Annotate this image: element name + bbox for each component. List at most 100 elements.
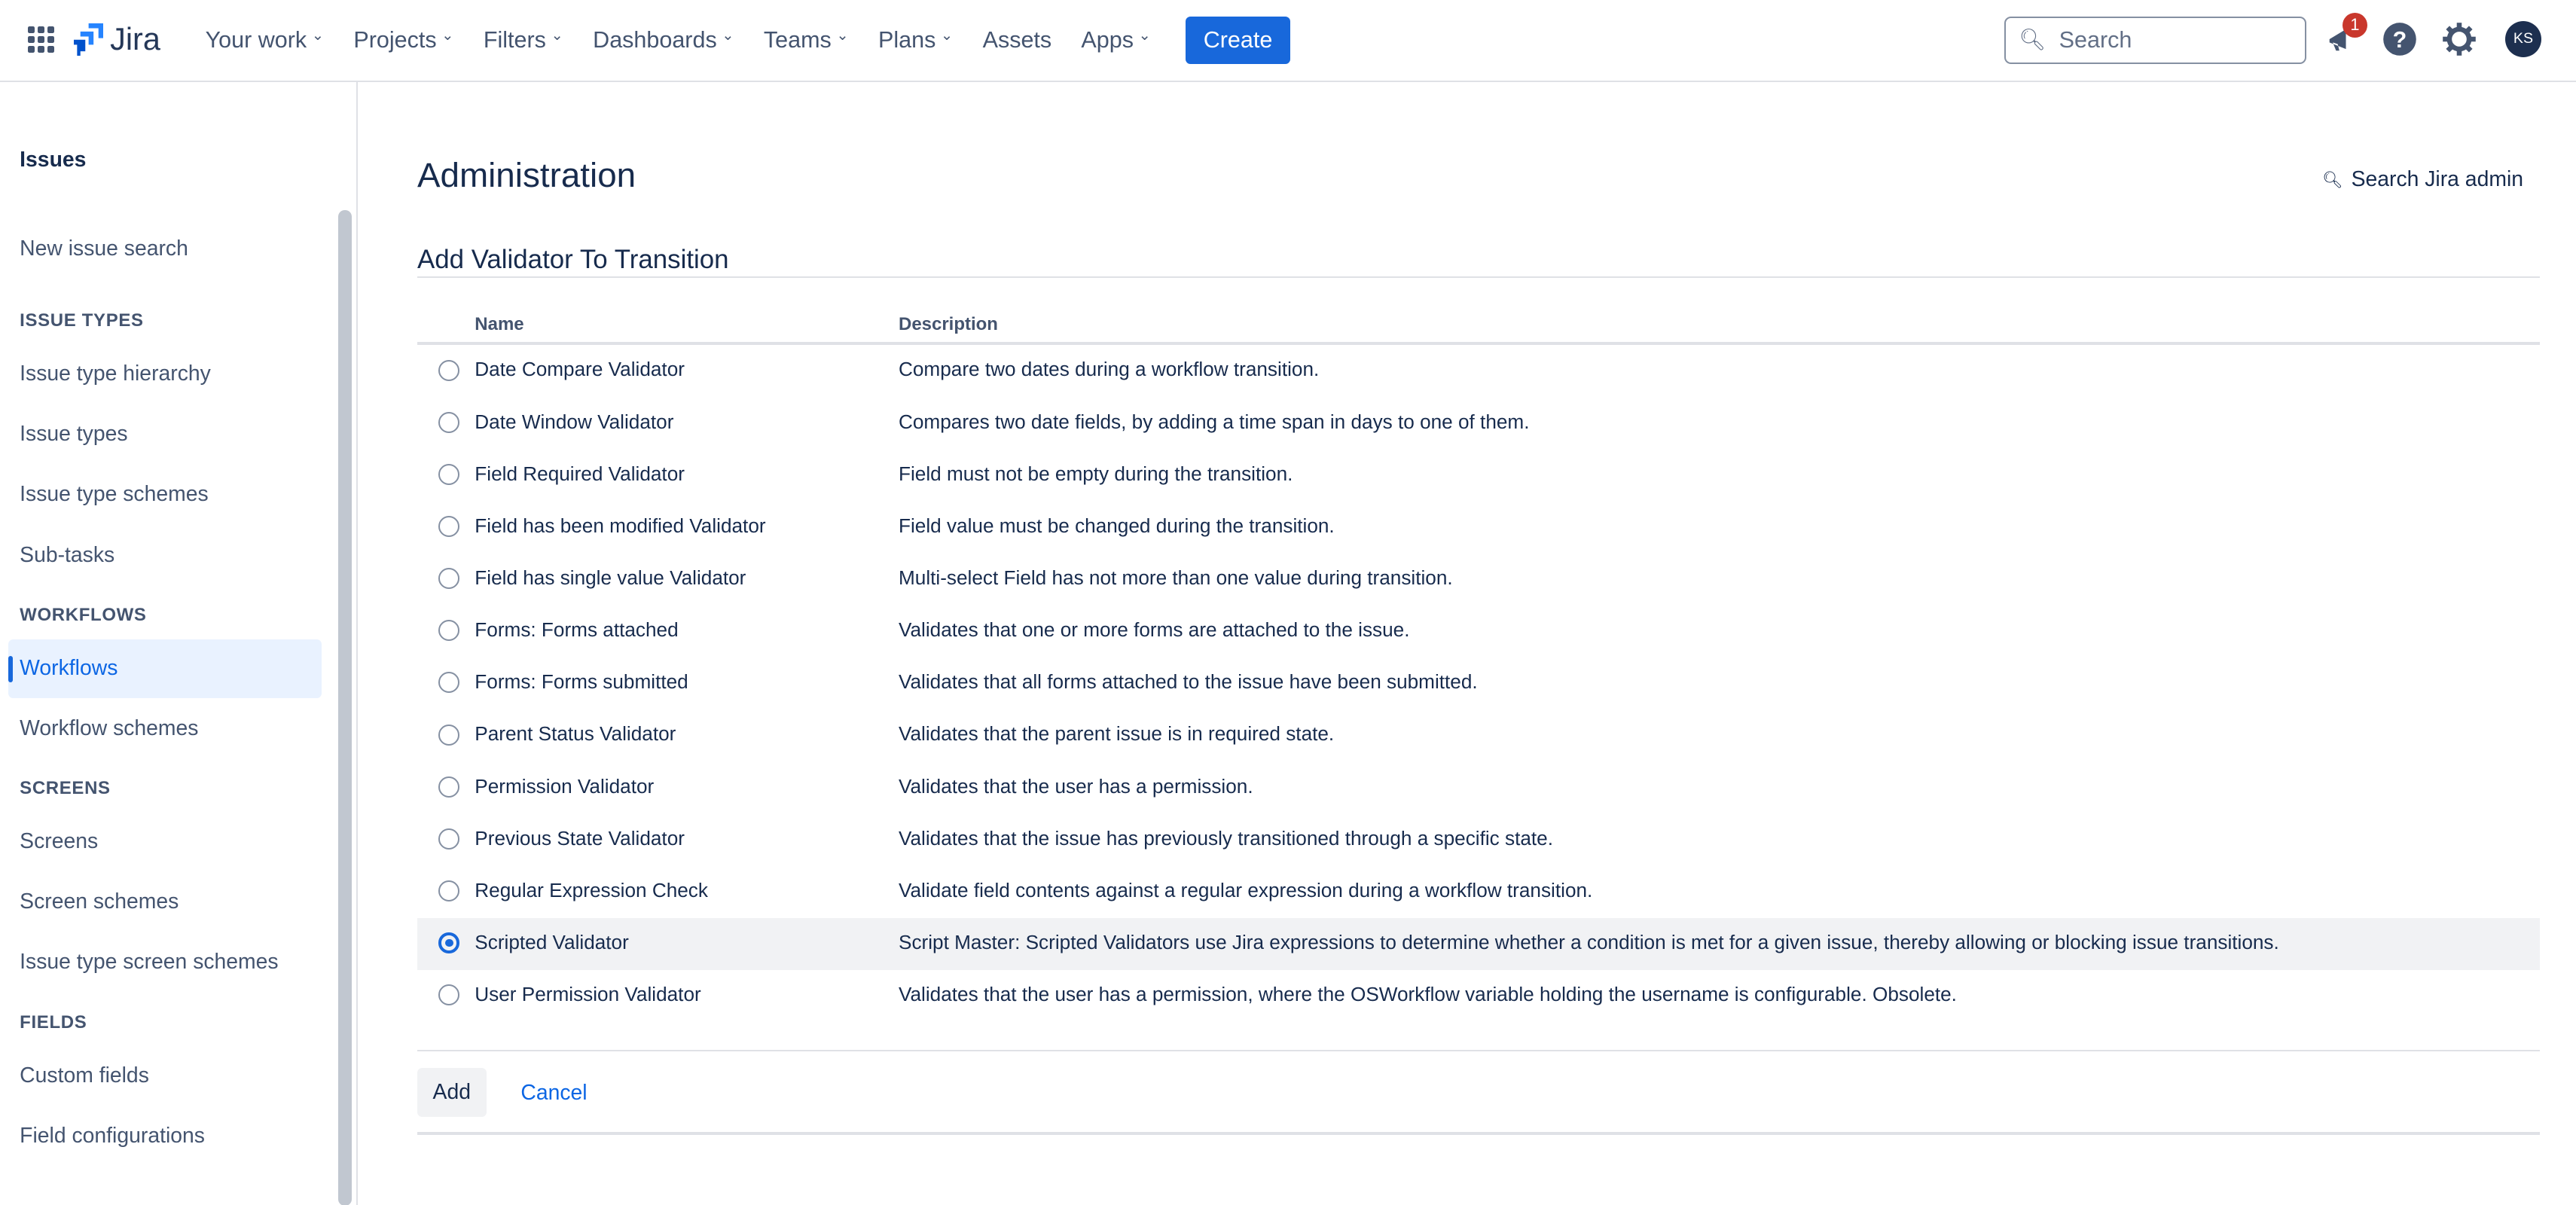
nav-label: Assets [982,26,1052,53]
settings-gear-icon[interactable] [2441,21,2477,57]
radio-button[interactable] [438,463,460,485]
search-placeholder: Search [2059,26,2132,53]
sidebar-item-issue-type-hierarchy[interactable]: Issue type hierarchy [20,361,211,386]
sidebar-scrollbar[interactable] [338,210,352,1205]
sidebar-section-title: ISSUE TYPES [20,310,144,331]
sidebar-section-title: WORKFLOWS [20,605,147,626]
validator-name: Scripted Validator [475,930,629,953]
table-row[interactable]: Scripted Validator Script Master: Scripte… [417,917,2540,970]
nav-your-work[interactable]: Your work ⌄ [206,27,325,53]
nav-assets[interactable]: Assets [983,27,1052,53]
add-button[interactable]: Add [417,1067,487,1118]
nav-label: Projects [353,26,437,53]
radio-button[interactable] [438,724,460,746]
table-row[interactable]: Date Window Validator Compares two date f… [417,397,2540,449]
jira-logo[interactable]: Jira [74,21,160,57]
sidebar-item-workflows[interactable]: Workflows [20,655,118,680]
sidebar: Issues New issue search ISSUE TYPES Issue… [0,82,359,1205]
nav-teams[interactable]: Teams ⌄ [764,27,849,53]
table-row[interactable]: Field has single value Validator Multi-se… [417,554,2540,606]
column-header-description: Description [899,313,998,334]
header-divider [417,341,2540,345]
radio-button[interactable] [438,516,460,538]
validator-name: Permission Validator [475,774,655,798]
nav-label: Your work [205,26,307,53]
validator-description: Field value must be changed during the t… [899,514,1335,537]
notifications-megaphone-icon[interactable] [2323,21,2359,57]
nav-label: Plans [878,26,936,53]
validator-description: Multi-select Field has not more than one… [899,566,1453,589]
table-row[interactable]: Permission Validator Validates that the u… [417,761,2540,813]
user-avatar[interactable]: KS [2505,21,2541,58]
jira-logo-icon [74,23,104,56]
top-navigation: Jira Your work ⌄ Projects ⌄ Filters ⌄ Dashboar… [0,0,2576,82]
sidebar-section-title: SCREENS [20,778,111,799]
search-jira-admin-link[interactable]: 🔍︎ Search Jira admin [2322,167,2523,192]
svg-text:?: ? [2393,27,2407,53]
validator-name: Forms: Forms attached [475,618,679,642]
radio-button[interactable] [438,880,460,901]
validator-name: Parent Status Validator [475,722,676,746]
chevron-down-icon: ⌄ [940,26,954,44]
search-input[interactable]: 🔍︎ Search [2004,16,2306,64]
product-name: Jira [110,21,160,57]
column-header-name: Name [475,313,524,334]
validator-name: Date Compare Validator [475,358,685,381]
radio-button[interactable] [438,672,460,694]
radio-button[interactable] [438,776,460,798]
sidebar-item-field-configurations[interactable]: Field configurations [20,1123,205,1148]
table-row[interactable]: Forms: Forms submitted Validates that all… [417,657,2540,709]
radio-button[interactable] [438,359,460,381]
sidebar-item-issue-type-screen-schemes[interactable]: Issue type screen schemes [20,950,279,975]
notification-badge: 1 [2343,13,2367,38]
cancel-link[interactable]: Cancel [520,1081,588,1106]
divider [417,1049,2540,1051]
radio-button[interactable] [438,620,460,642]
chevron-down-icon: ⌄ [311,26,325,44]
search-jira-admin-label: Search Jira admin [2351,167,2524,192]
help-icon[interactable]: ? [2382,21,2418,57]
validator-description: Validates that the user has a permission… [899,983,1957,1006]
nav-apps[interactable]: Apps ⌄ [1081,27,1151,53]
radio-button[interactable] [438,984,460,1006]
chevron-down-icon: ⌄ [1138,26,1151,44]
nav-label: Dashboards [593,26,717,53]
sidebar-heading: Issues [20,148,87,172]
nav-label: Teams [763,26,832,53]
table-row[interactable]: Parent Status Validator Validates that th… [417,709,2540,761]
sidebar-item-custom-fields[interactable]: Custom fields [20,1063,149,1088]
sidebar-item-issue-types[interactable]: Issue types [20,422,128,447]
validator-name: Field Required Validator [475,462,685,485]
table-row[interactable]: Regular Expression Check Validate field c… [417,865,2540,917]
table-row[interactable]: Date Compare Validator Compare two dates … [417,345,2540,397]
sidebar-item-workflow-schemes[interactable]: Workflow schemes [20,715,199,740]
radio-button[interactable] [438,828,460,850]
page-title: Administration [417,156,636,195]
table-row[interactable]: Previous State Validator Validates that t… [417,813,2540,865]
radio-button[interactable] [438,932,459,953]
radio-button[interactable] [438,411,460,433]
sidebar-item-screen-schemes[interactable]: Screen schemes [20,889,179,914]
sidebar-item-sub-tasks[interactable]: Sub-tasks [20,542,115,567]
chevron-down-icon: ⌄ [836,26,849,44]
nav-dashboards[interactable]: Dashboards ⌄ [593,27,734,53]
nav-projects[interactable]: Projects ⌄ [353,27,453,53]
table-row[interactable]: Field has been modified Validator Field v… [417,501,2540,553]
validator-description: Validates that the user has a permission… [899,774,1253,798]
create-button[interactable]: Create [1185,16,1291,65]
table-row[interactable]: User Permission Validator Validates that … [417,970,2540,1022]
validator-description: Validates that all forms attached to the… [899,670,1478,694]
table-row[interactable]: Field Required Validator Field must not b… [417,449,2540,501]
sidebar-item-screens[interactable]: Screens [20,828,99,853]
validator-name: Regular Expression Check [475,878,708,901]
app-switcher-icon[interactable] [28,26,54,53]
sidebar-item-issue-type-schemes[interactable]: Issue type schemes [20,482,209,507]
table-row[interactable]: Forms: Forms attached Validates that one … [417,606,2540,657]
validator-description: Validates that the issue has previously … [899,826,1553,850]
radio-button[interactable] [438,568,460,590]
validator-name: User Permission Validator [475,983,701,1006]
nav-plans[interactable]: Plans ⌄ [878,27,953,53]
sidebar-item-new-issue-search[interactable]: New issue search [20,236,188,261]
nav-filters[interactable]: Filters ⌄ [484,27,563,53]
validator-description: Validates that one or more forms are att… [899,618,1410,642]
